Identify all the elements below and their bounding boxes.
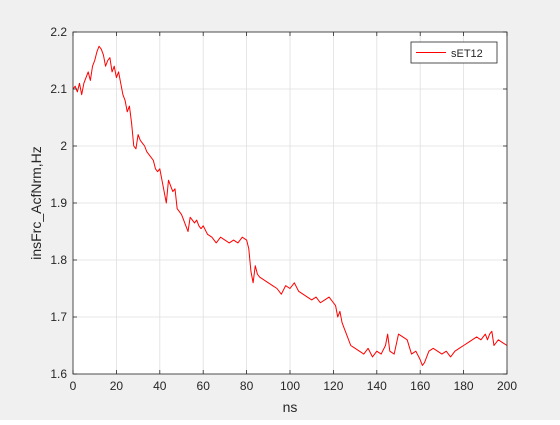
x-tick-label: 0 — [70, 379, 77, 393]
x-tick-label: 200 — [497, 379, 517, 393]
x-axis-label: ns — [283, 399, 298, 415]
x-tick-label: 60 — [197, 379, 211, 393]
ticks: 0 20 40 60 80 100 120 140 160 180 200 1.6 1.7 1.8 1.9 2… — [50, 25, 517, 393]
legend-label: sET12 — [451, 48, 483, 60]
y-tick-label: 2 — [60, 139, 67, 153]
y-tick-label: 1.8 — [50, 253, 67, 267]
x-tick-label: 20 — [110, 379, 124, 393]
series-layer — [72, 45, 508, 366]
x-tick-label: 140 — [367, 379, 387, 393]
x-tick-label: 120 — [323, 379, 343, 393]
x-tick-label: 80 — [240, 379, 254, 393]
x-tick-label: 180 — [454, 379, 474, 393]
y-axis-label: insFrc_AcfNrm,Hz — [28, 146, 44, 260]
series-line-0 — [72, 45, 508, 366]
legend: sET12 — [410, 41, 498, 64]
y-tick-label: 2.1 — [50, 82, 67, 96]
legend-box — [410, 41, 498, 64]
x-tick-label: 160 — [410, 379, 430, 393]
y-tick-label: 1.7 — [50, 310, 67, 324]
x-tick-label: 40 — [153, 379, 167, 393]
y-tick-label: 1.6 — [50, 367, 67, 381]
x-tick-label: 100 — [280, 379, 300, 393]
y-tick-label: 2.2 — [50, 25, 67, 39]
y-tick-label: 1.9 — [50, 196, 67, 210]
